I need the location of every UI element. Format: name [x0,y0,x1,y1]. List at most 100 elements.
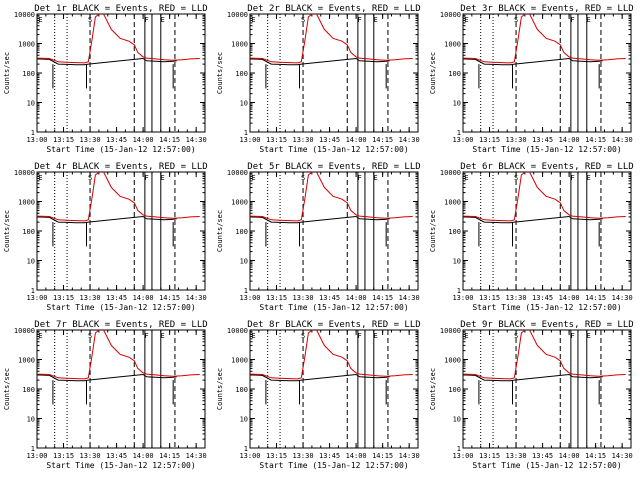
y-tick-label: 100 [235,386,248,394]
series-lld-line [37,172,200,222]
x-tick-label: 14:30 [186,294,207,302]
plot-frame [462,329,632,449]
y-tick-label: 10 [240,100,248,108]
y-tick-label: 100 [22,70,35,78]
marker-label: E [464,332,468,340]
x-tick-label: 14:00 [133,452,154,460]
marker-label: E [251,332,255,340]
marker-label: F [571,16,575,24]
x-tick-label: 14:00 [346,136,367,144]
y-tick-label: 10 [453,100,461,108]
x-axis-label: Start Time (15-Jan-12 12:57:00) [472,145,621,154]
panel-title: Det 8r BLACK = Events, RED = LLD [247,320,420,330]
marker-label: E [38,174,42,182]
x-tick-label: 13:45 [319,294,340,302]
x-tick-label: 14:15 [372,136,393,144]
panel-title: Det 9r BLACK = Events, RED = LLD [460,320,633,330]
y-axis-label: Counts/sec [429,368,437,410]
x-tick-label: 14:15 [372,452,393,460]
series-lld-line [250,172,413,222]
y-axis-label: Counts/sec [3,368,11,410]
series-events-line [250,57,390,66]
y-tick-label: 10000 [227,11,248,19]
y-tick-label: 10 [453,416,461,424]
marker-label: S [301,16,305,24]
y-tick-label: 10000 [227,327,248,335]
marker-label: S [88,16,92,24]
marker-label: F [571,332,575,340]
series-events-line [37,373,177,382]
marker-label: E [586,332,590,340]
x-axis-label: Start Time (15-Jan-12 12:57:00) [472,461,621,470]
plot-frame [36,13,206,133]
x-tick-label: 13:30 [293,136,314,144]
marker-label: E [38,332,42,340]
y-tick-label: 1 [244,129,248,137]
plot-frame [36,171,206,291]
x-tick-label: 14:30 [186,136,207,144]
y-tick-label: 1000 [231,357,248,365]
marker-label: S [301,332,305,340]
series-events-line [463,373,603,382]
panel-title: Det 7r BLACK = Events, RED = LLD [34,320,207,330]
marker-label: F [571,174,575,182]
y-tick-label: 1 [457,287,461,295]
x-tick-label: 13:45 [106,136,127,144]
x-tick-label: 13:30 [506,294,527,302]
y-tick-label: 10 [240,416,248,424]
x-tick-label: 13:30 [80,452,101,460]
panel-6: Det 6r BLACK = Events, RED = LLD 1 10 100 10… [429,162,634,312]
y-tick-label: 100 [448,70,461,78]
marker-label: E [373,332,377,340]
x-tick-label: 13:45 [106,294,127,302]
panel-title: Det 3r BLACK = Events, RED = LLD [460,4,633,14]
x-tick-label: 13:15 [266,136,287,144]
panel-title: Det 5r BLACK = Events, RED = LLD [247,162,420,172]
y-tick-label: 1 [31,287,35,295]
x-tick-label: 13:45 [319,452,340,460]
x-tick-label: 13:00 [452,294,473,302]
x-tick-label: 13:00 [239,136,260,144]
plot-frame [249,13,419,133]
x-tick-label: 13:15 [479,452,500,460]
x-tick-label: 13:45 [532,136,553,144]
x-tick-label: 14:15 [585,452,606,460]
x-tick-label: 14:30 [612,136,633,144]
x-tick-label: 14:00 [559,294,580,302]
x-tick-label: 14:30 [399,136,420,144]
series-events-line [463,57,603,66]
y-tick-label: 1 [457,129,461,137]
marker-label: E [373,174,377,182]
series-lld-line [250,330,413,380]
y-tick-label: 10000 [440,327,461,335]
series-events-line [250,215,390,224]
series-events-line [463,215,603,224]
x-tick-label: 13:00 [452,136,473,144]
x-tick-label: 13:00 [239,294,260,302]
x-tick-label: 13:30 [293,452,314,460]
x-tick-label: 14:15 [585,136,606,144]
y-axis-label: Counts/sec [216,52,224,94]
y-axis-label: Counts/sec [3,210,11,252]
x-tick-label: 13:15 [53,452,74,460]
y-tick-label: 1000 [444,41,461,49]
marker-label: E [251,16,255,24]
marker-label: E [464,16,468,24]
x-tick-label: 13:45 [532,452,553,460]
x-tick-label: 13:00 [452,452,473,460]
series-lld-line [37,14,200,64]
panel-title: Det 1r BLACK = Events, RED = LLD [34,4,207,14]
x-tick-label: 13:30 [506,136,527,144]
y-tick-label: 1 [457,445,461,453]
y-tick-label: 1 [31,129,35,137]
x-tick-label: 13:00 [26,294,47,302]
panel-7: Det 7r BLACK = Events, RED = LLD 1 10 100 10… [3,320,208,470]
y-axis-label: Counts/sec [3,52,11,94]
y-tick-label: 1000 [444,357,461,365]
marker-label: F [358,332,362,340]
x-tick-label: 14:30 [399,452,420,460]
marker-label: E [373,16,377,24]
x-tick-label: 13:45 [106,452,127,460]
y-tick-label: 100 [235,228,248,236]
